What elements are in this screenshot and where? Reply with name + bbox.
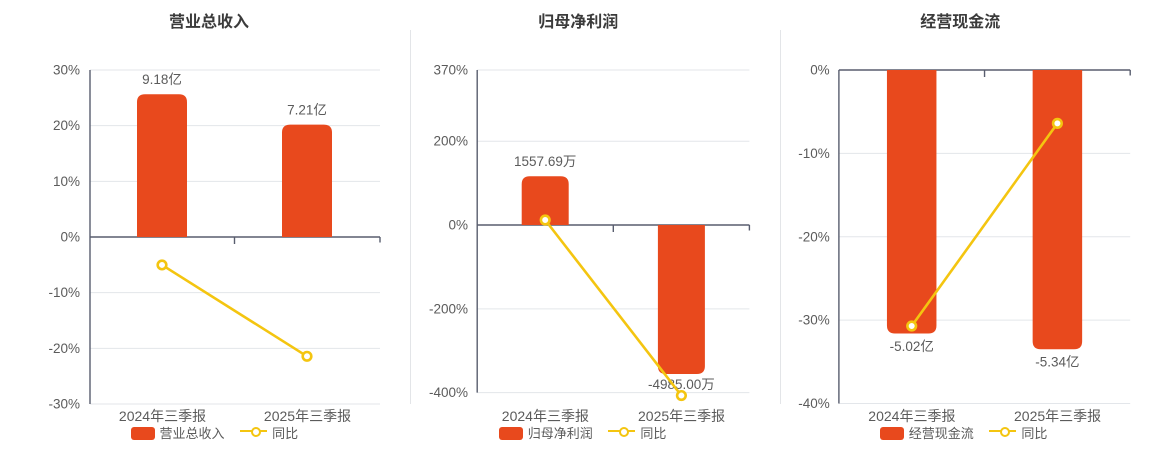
svg-text:-10%: -10% [798, 146, 829, 161]
svg-text:1557.69万: 1557.69万 [514, 154, 576, 169]
svg-text:-20%: -20% [798, 229, 829, 244]
svg-text:20%: 20% [53, 118, 80, 133]
svg-text:-30%: -30% [48, 397, 80, 412]
svg-text:-30%: -30% [798, 313, 829, 328]
svg-text:-400%: -400% [429, 385, 468, 400]
svg-text:-5.34亿: -5.34亿 [1035, 354, 1079, 369]
svg-text:0%: 0% [449, 218, 469, 233]
svg-text:9.18亿: 9.18亿 [142, 72, 182, 87]
svg-text:7.21亿: 7.21亿 [287, 103, 327, 118]
svg-text:370%: 370% [434, 63, 469, 78]
svg-text:200%: 200% [434, 134, 469, 149]
svg-text:-4985.00万: -4985.00万 [648, 377, 715, 392]
svg-text:10%: 10% [53, 174, 80, 189]
svg-text:-20%: -20% [48, 341, 80, 356]
svg-text:-10%: -10% [48, 285, 80, 300]
svg-text:-40%: -40% [798, 396, 829, 411]
svg-text:0%: 0% [60, 230, 80, 245]
svg-text:30%: 30% [53, 63, 80, 78]
svg-text:-200%: -200% [429, 301, 468, 316]
svg-text:-5.02亿: -5.02亿 [890, 339, 934, 354]
svg-text:0%: 0% [810, 63, 830, 78]
